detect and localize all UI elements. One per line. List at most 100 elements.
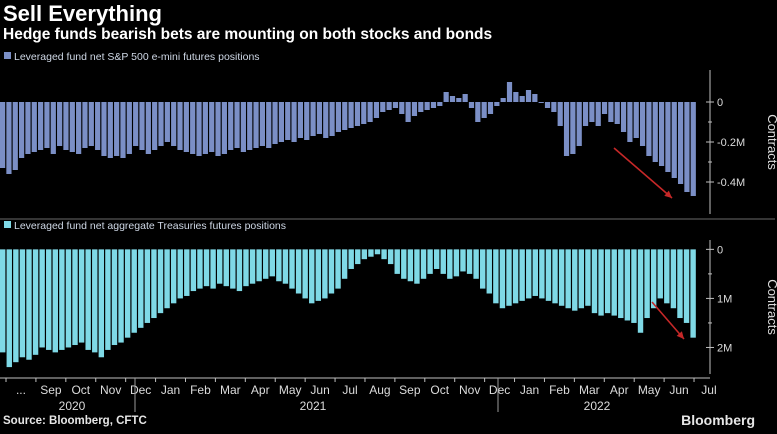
bar bbox=[139, 102, 145, 150]
bar bbox=[72, 249, 78, 346]
bar bbox=[105, 249, 111, 350]
bar bbox=[295, 249, 302, 294]
bar bbox=[466, 249, 473, 274]
bar bbox=[190, 249, 197, 292]
bar bbox=[282, 249, 289, 284]
bar bbox=[133, 102, 139, 146]
bar bbox=[210, 249, 216, 289]
bar bbox=[57, 102, 63, 146]
bar bbox=[138, 249, 144, 328]
bar bbox=[576, 102, 582, 146]
bar bbox=[570, 102, 576, 154]
bar bbox=[624, 249, 631, 321]
bar bbox=[266, 102, 272, 148]
bar bbox=[39, 249, 45, 348]
bar bbox=[627, 102, 633, 142]
bar bbox=[449, 96, 456, 102]
bar bbox=[526, 249, 532, 299]
bar bbox=[63, 102, 69, 150]
bar bbox=[269, 249, 275, 277]
legend-label-1: Leveraged fund net S&P 500 e-mini future… bbox=[14, 51, 260, 63]
bar bbox=[190, 102, 196, 154]
bar bbox=[184, 249, 190, 296]
bar bbox=[65, 249, 72, 348]
bar bbox=[107, 102, 113, 158]
bar bbox=[196, 102, 202, 156]
bar bbox=[598, 249, 604, 316]
x-tick-label: Aug bbox=[369, 383, 390, 397]
bar bbox=[473, 249, 479, 279]
bar bbox=[506, 82, 513, 102]
bar bbox=[76, 102, 82, 154]
bar bbox=[341, 249, 348, 279]
x-tick-label: Oct bbox=[430, 383, 449, 397]
x-tick-label: Jan bbox=[161, 383, 180, 397]
bar bbox=[31, 102, 37, 152]
bar bbox=[399, 102, 405, 114]
bar bbox=[209, 102, 215, 152]
bar bbox=[92, 249, 98, 353]
bar bbox=[164, 102, 170, 142]
x-tick-label: Jan bbox=[520, 383, 539, 397]
bar bbox=[631, 249, 637, 323]
x-tick-label: Jun bbox=[669, 383, 688, 397]
annotation-arrow-2 bbox=[651, 301, 685, 340]
legend-swatch-1 bbox=[4, 52, 11, 59]
bar bbox=[85, 249, 91, 350]
bar bbox=[585, 249, 591, 306]
bar bbox=[420, 249, 427, 279]
bar bbox=[394, 249, 400, 274]
bar bbox=[315, 249, 322, 301]
bar bbox=[427, 249, 433, 274]
bar bbox=[486, 249, 492, 294]
bar bbox=[565, 249, 571, 309]
bar bbox=[539, 249, 545, 299]
bar bbox=[111, 249, 118, 346]
bar bbox=[545, 249, 552, 301]
page-title: Sell Everything bbox=[3, 1, 162, 26]
bar bbox=[249, 249, 256, 284]
bar bbox=[335, 102, 342, 132]
bar bbox=[302, 249, 308, 299]
bar bbox=[152, 102, 158, 150]
bar bbox=[665, 102, 671, 172]
bar bbox=[572, 249, 578, 311]
bar bbox=[126, 102, 132, 154]
bar bbox=[297, 102, 304, 138]
bar bbox=[272, 102, 278, 144]
bar bbox=[98, 249, 105, 358]
bar bbox=[221, 102, 227, 154]
bar bbox=[328, 249, 335, 294]
bar bbox=[664, 249, 670, 304]
bar bbox=[285, 102, 291, 140]
bar bbox=[289, 249, 295, 289]
bar bbox=[256, 249, 262, 282]
bar bbox=[500, 98, 506, 102]
bar bbox=[276, 249, 282, 282]
bar bbox=[131, 249, 137, 333]
bar bbox=[368, 249, 374, 257]
bar bbox=[236, 249, 243, 292]
bar bbox=[82, 102, 88, 148]
y-axis-label-1: Contracts bbox=[765, 114, 777, 170]
bar bbox=[374, 249, 381, 255]
bar bbox=[50, 102, 56, 154]
bar bbox=[499, 249, 506, 309]
bar bbox=[44, 102, 50, 148]
x-tick-label: Sep bbox=[40, 383, 62, 397]
bar bbox=[381, 249, 387, 260]
y-tick-label: 0 bbox=[717, 244, 723, 256]
bar bbox=[684, 102, 690, 192]
bar bbox=[380, 102, 386, 112]
bar bbox=[342, 102, 348, 130]
year-label: 2022 bbox=[584, 399, 611, 413]
bar bbox=[493, 249, 499, 304]
bar bbox=[462, 94, 468, 102]
bar bbox=[6, 249, 12, 368]
bar bbox=[309, 249, 315, 304]
bar bbox=[557, 102, 563, 126]
y-tick-label: -0.4M bbox=[717, 177, 745, 189]
bar bbox=[69, 102, 75, 152]
bar bbox=[263, 249, 269, 279]
bar bbox=[481, 102, 487, 118]
